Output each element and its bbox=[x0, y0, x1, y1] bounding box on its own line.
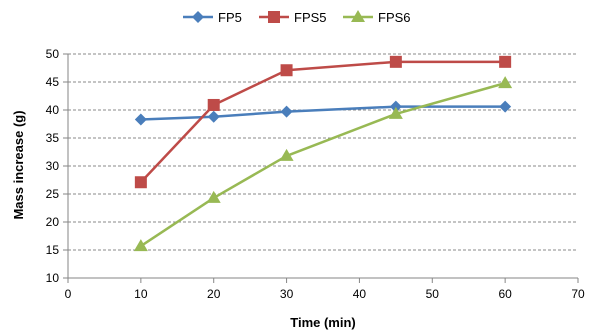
data-point-fps6 bbox=[498, 76, 513, 89]
y-tick-label: 15 bbox=[46, 243, 60, 257]
data-point-fp5 bbox=[207, 110, 220, 123]
x-tick-label: 40 bbox=[353, 287, 367, 301]
x-tick-label: 0 bbox=[65, 287, 72, 301]
legend-label-fps5: FPS5 bbox=[294, 10, 327, 25]
data-point-fps6 bbox=[388, 106, 403, 119]
y-tick-label: 10 bbox=[46, 271, 60, 285]
x-tick-label: 10 bbox=[134, 287, 148, 301]
axes bbox=[63, 53, 579, 283]
y-tick-label: 20 bbox=[46, 215, 60, 229]
legend-item-fps6: FPS6 bbox=[343, 10, 411, 25]
legend-marker-fp5 bbox=[192, 11, 204, 23]
y-tick-label: 25 bbox=[46, 187, 60, 201]
series-fps6 bbox=[133, 76, 513, 252]
legend-item-fps5: FPS5 bbox=[259, 10, 327, 25]
y-tick-label: 45 bbox=[46, 75, 60, 89]
data-point-fps5 bbox=[499, 55, 512, 68]
x-tick-label: 50 bbox=[426, 287, 440, 301]
data-point-fps5 bbox=[389, 55, 402, 68]
y-tick-label: 35 bbox=[46, 131, 60, 145]
data-point-fps6 bbox=[206, 190, 221, 203]
data-point-fp5 bbox=[499, 100, 512, 113]
x-tick-label: 60 bbox=[498, 287, 512, 301]
legend: FP5 FPS5 FPS6 bbox=[183, 10, 411, 25]
series-fps5 bbox=[134, 55, 512, 189]
y-tick-labels: 10 15 20 25 30 35 40 45 50 bbox=[46, 47, 60, 285]
x-axis-label: Time (min) bbox=[290, 315, 356, 330]
data-point-fps5 bbox=[134, 176, 147, 189]
legend-item-fp5: FP5 bbox=[183, 10, 242, 25]
plot-area bbox=[133, 55, 513, 252]
legend-label-fp5: FP5 bbox=[218, 10, 242, 25]
data-point-fp5 bbox=[280, 105, 293, 118]
legend-marker-fps5 bbox=[268, 11, 280, 23]
gridlines bbox=[68, 53, 578, 251]
y-tick-label: 50 bbox=[46, 47, 60, 61]
data-point-fps5 bbox=[207, 98, 220, 111]
y-tick-label: 40 bbox=[46, 103, 60, 117]
legend-marker-fps6 bbox=[351, 10, 365, 22]
x-tick-label: 70 bbox=[571, 287, 585, 301]
data-point-fps6 bbox=[279, 148, 294, 161]
y-axis-label: Mass increase (g) bbox=[11, 110, 26, 219]
data-point-fps5 bbox=[280, 64, 293, 77]
series-fp5 bbox=[134, 100, 512, 126]
data-point-fp5 bbox=[134, 113, 147, 126]
data-point-fp5 bbox=[389, 100, 402, 113]
data-point-fps6 bbox=[133, 239, 148, 252]
x-tick-labels: 0 10 20 30 40 50 60 70 bbox=[65, 287, 585, 301]
legend-label-fps6: FPS6 bbox=[378, 10, 411, 25]
x-tick-label: 20 bbox=[207, 287, 221, 301]
series-line-fps5 bbox=[139, 60, 506, 184]
y-tick-label: 30 bbox=[46, 159, 60, 173]
series-line-fp5 bbox=[140, 105, 506, 121]
x-tick-label: 30 bbox=[280, 287, 294, 301]
